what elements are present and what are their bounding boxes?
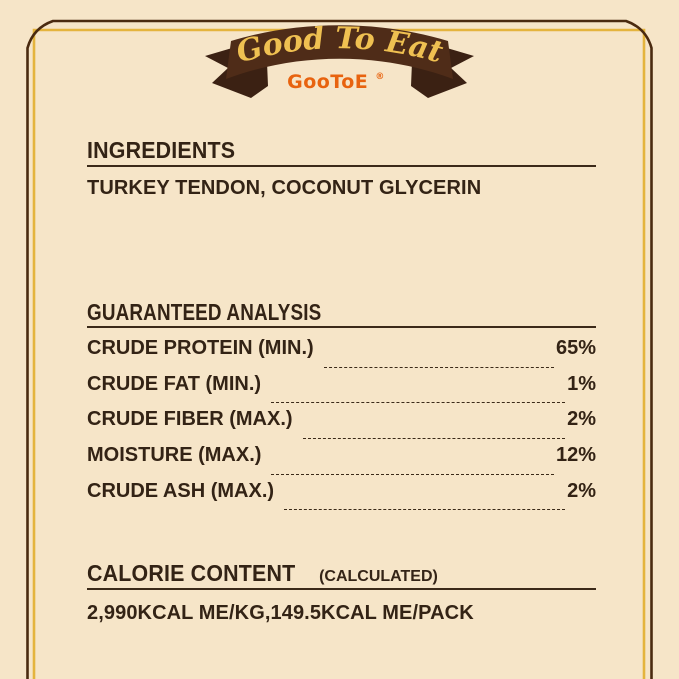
calorie-subtitle: (CALCULATED): [319, 568, 438, 585]
calorie-rule: [87, 588, 596, 590]
analysis-row-label: CRUDE FAT (MIN.): [87, 372, 262, 395]
registered-mark: ®: [375, 72, 385, 82]
analysis-rule: [87, 326, 596, 328]
banner-title: Good To Eat: [233, 21, 447, 70]
table-row: CRUDE FIBER (MAX.) 2%: [87, 408, 596, 444]
table-row: MOISTURE (MAX.) 12%: [87, 444, 596, 480]
analysis-row-label: CRUDE FIBER (MAX.): [87, 408, 293, 431]
calorie-title: CALORIE CONTENT: [87, 560, 296, 586]
analysis-row-value: 2%: [567, 408, 596, 431]
table-row: CRUDE PROTEIN (MIN.) 65%: [87, 337, 596, 373]
table-row: CRUDE FAT (MIN.) 1%: [87, 373, 596, 409]
ingredients-text: TURKEY TENDON, COCONUT GLYCERIN: [87, 177, 482, 199]
analysis-title: GUARANTEED ANALYSIS: [87, 299, 322, 325]
dotted-leader: [271, 473, 554, 475]
analysis-row-label: MOISTURE (MAX.): [87, 444, 262, 467]
ingredients-section: INGREDIENTS: [87, 137, 596, 164]
brand-logo: GooToE ®: [287, 71, 385, 93]
ingredients-body: TURKEY TENDON, COCONUT GLYCERIN: [87, 177, 596, 200]
analysis-table: CRUDE PROTEIN (MIN.) 65% CRUDE FAT (MIN.…: [87, 337, 596, 515]
analysis-row-value: 12%: [555, 444, 596, 467]
brown-border-line: [26, 19, 653, 679]
analysis-row-value: 2%: [567, 479, 596, 502]
ribbon-band: [226, 25, 453, 79]
banner-title-text: Good To Eat: [233, 21, 447, 70]
dotted-leader: [271, 401, 566, 404]
analysis-section: GUARANTEED ANALYSIS: [87, 299, 596, 326]
calorie-body: 2,990KCAL ME/KG,149.5KCAL ME/PACK: [87, 602, 596, 625]
dotted-leader: [302, 437, 566, 440]
ingredients-rule: [87, 165, 596, 167]
dotted-leader: [323, 366, 554, 368]
analysis-row-label: CRUDE ASH (MAX.): [87, 479, 275, 502]
analysis-row-value: 65%: [555, 337, 596, 359]
table-row: CRUDE ASH (MAX.) 2%: [87, 480, 596, 516]
analysis-row-label: CRUDE PROTEIN (MIN.): [87, 337, 314, 359]
analysis-row-value: 1%: [567, 372, 596, 395]
ingredients-title: INGREDIENTS: [87, 137, 236, 163]
dotted-leader: [284, 508, 566, 511]
brand-logo-text: GooToE: [287, 71, 368, 93]
calorie-section: CALORIE CONTENT (CALCULATED): [87, 560, 596, 587]
calorie-text: 2,990KCAL ME/KG,149.5KCAL ME/PACK: [87, 602, 474, 624]
